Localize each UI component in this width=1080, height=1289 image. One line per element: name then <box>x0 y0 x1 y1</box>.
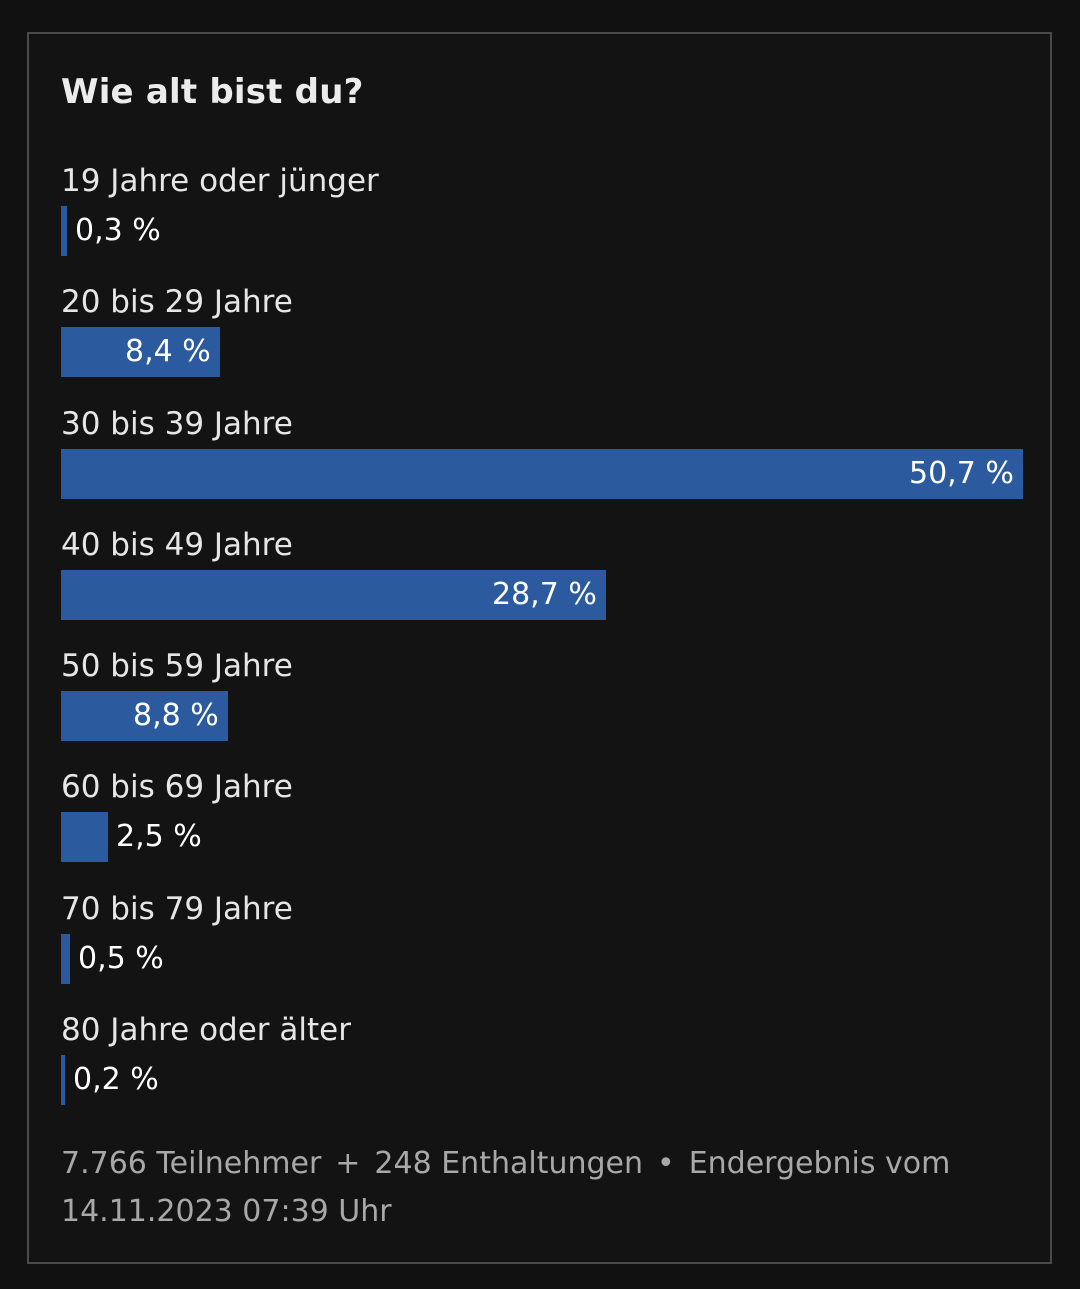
result-bar <box>61 569 606 620</box>
plus-separator: + <box>335 1146 361 1181</box>
option-label: 30 bis 39 Jahre <box>61 405 293 442</box>
poll-option: 60 bis 69 Jahre 2,5 % <box>61 766 1023 887</box>
result-bar-track: 0,2 % <box>61 1055 1023 1106</box>
result-percentage: 0,3 % <box>75 213 161 248</box>
result-percentage: 28,7 % <box>492 576 597 612</box>
result-bar <box>61 933 70 984</box>
result-bar <box>61 327 220 378</box>
result-percentage: 2,5 % <box>116 819 202 855</box>
participant-count: 7.766 Teilnehmer <box>61 1146 322 1181</box>
result-bar <box>61 1055 65 1106</box>
result-timestamp: 14.11.2023 07:39 Uhr <box>61 1194 392 1229</box>
result-percentage: 8,4 % <box>125 334 211 370</box>
result-bar-track: 0,5 % <box>61 933 1023 984</box>
poll-option: 20 bis 29 Jahre 8,4 % <box>61 281 1023 402</box>
result-bar-track: 8,4 % <box>61 327 1023 378</box>
poll-title: Wie alt bist du? <box>61 72 364 112</box>
result-bar <box>61 691 228 742</box>
result-percentage: 0,2 % <box>73 1062 159 1098</box>
result-prefix: Endergebnis vom <box>688 1146 951 1181</box>
abstention-count: 248 Enthaltungen <box>374 1146 643 1181</box>
result-percentage: 0,5 % <box>78 940 164 976</box>
result-bar <box>61 206 67 256</box>
result-bar <box>61 812 108 863</box>
poll-option: 70 bis 79 Jahre 0,5 % <box>61 888 1023 1009</box>
poll-option: 30 bis 39 Jahre 50,7 % <box>61 403 1023 524</box>
result-bar-track: 8,8 % <box>61 691 1023 742</box>
poll-option: 80 Jahre oder älter 0,2 % <box>61 1009 1023 1130</box>
bullet-separator: • <box>657 1146 675 1181</box>
result-bar-track: 0,3 % <box>61 206 1023 256</box>
result-percentage: 50,7 % <box>909 455 1014 491</box>
poll-option: 50 bis 59 Jahre 8,8 % <box>61 645 1023 766</box>
option-label: 70 bis 79 Jahre <box>61 890 293 927</box>
result-percentage: 8,8 % <box>133 698 219 734</box>
result-bar-track: 2,5 % <box>61 812 1023 863</box>
option-label: 19 Jahre oder jünger <box>61 163 379 199</box>
option-label: 20 bis 29 Jahre <box>61 284 293 321</box>
result-bar-track: 50,7 % <box>61 448 1023 499</box>
poll-option: 40 bis 49 Jahre 28,7 % <box>61 524 1023 645</box>
result-bar <box>61 448 1023 499</box>
option-label: 80 Jahre oder älter <box>61 1012 351 1049</box>
poll-card: Wie alt bist du? 19 Jahre oder jünger 0,… <box>27 32 1052 1264</box>
option-label: 50 bis 59 Jahre <box>61 648 293 685</box>
result-bar-track: 28,7 % <box>61 569 1023 620</box>
option-label: 40 bis 49 Jahre <box>61 526 293 563</box>
poll-footer: 7.766 Teilnehmer +248 Enthaltungen • Enderg… <box>61 1140 1031 1236</box>
poll-options: 19 Jahre oder jünger 0,3 % 20 bis 29 Jah… <box>61 160 1023 1130</box>
poll-option: 19 Jahre oder jünger 0,3 % <box>61 160 1023 281</box>
option-label: 60 bis 69 Jahre <box>61 769 293 806</box>
